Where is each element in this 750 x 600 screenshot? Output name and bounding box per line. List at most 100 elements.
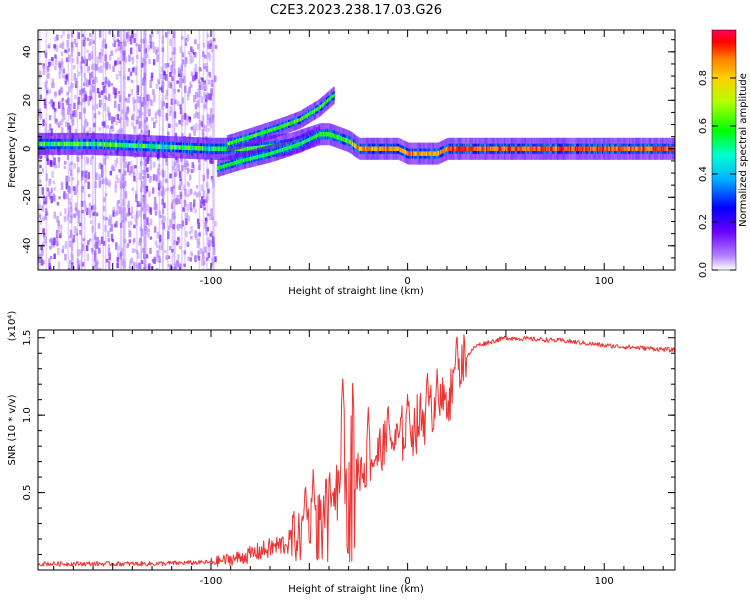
heatmap-noise-cell — [213, 247, 216, 255]
heatmap-noise-cell — [175, 225, 179, 229]
heatmap-lower-branch-core — [310, 136, 313, 141]
heatmap-main-line-core — [525, 146, 528, 151]
heatmap-noise-cell — [48, 258, 51, 264]
heatmap-lower-branch-core — [241, 158, 244, 163]
heatmap-upper-branch-core — [273, 127, 276, 131]
heatmap-main-line-core — [378, 146, 381, 151]
heatmap-main-line-core — [347, 138, 350, 144]
heatmap-main-line-core — [98, 141, 101, 147]
heatmap-lower-branch-core — [277, 149, 280, 154]
heatmap-noise-cell — [96, 237, 99, 243]
heatmap-noise-cell — [129, 212, 133, 216]
heatmap-main-line-core — [639, 146, 642, 151]
heatmap-main-line-core — [495, 146, 498, 151]
heatmap-main-line-core — [654, 146, 657, 151]
heatmap-noise-cell — [63, 216, 67, 223]
heatmap-main-line-core — [165, 144, 168, 150]
heatmap-noise-cell — [73, 225, 77, 233]
heatmap-lower-branch-core — [290, 145, 292, 149]
heatmap-noise-cell — [41, 168, 45, 173]
heatmap-main-line-core — [499, 146, 502, 151]
heatmap-noise-cell — [61, 102, 65, 109]
heatmap-noise-cell — [149, 247, 152, 254]
heatmap-noise-cell — [128, 221, 131, 229]
heatmap-main-line-core — [252, 146, 255, 151]
heatmap-noise-cell — [134, 66, 137, 73]
heatmap-main-line-core — [147, 143, 150, 149]
heatmap-noise-cell — [129, 47, 133, 55]
heatmap-noise-cell — [120, 247, 124, 254]
heatmap-noise-cell — [67, 268, 71, 270]
heatmap-noise-cell — [132, 238, 136, 242]
heatmap-noise-cell — [181, 114, 184, 123]
heatmap-main-line-core — [459, 146, 462, 151]
heatmap-noise-cell — [188, 86, 191, 94]
heatmap-noise-cell — [207, 93, 211, 100]
heatmap-noise-cell — [153, 46, 156, 51]
heatmap-main-line-core — [166, 144, 169, 150]
heatmap-main-line-core — [479, 146, 482, 151]
heatmap-main-line-core — [206, 146, 209, 151]
heatmap-noise-cell — [98, 30, 102, 38]
heatmap-main-line-core — [246, 146, 249, 151]
heatmap-main-line-core — [336, 134, 339, 140]
heatmap-main-line-core — [388, 146, 391, 151]
heatmap-lower-branch-core — [259, 154, 262, 159]
heatmap-noise-cell — [89, 206, 93, 212]
heatmap-main-line-core — [564, 146, 567, 151]
heatmap-noise-cell — [165, 89, 169, 96]
heatmap-main-line-core — [128, 143, 131, 148]
heatmap-lower-branch-core — [303, 140, 305, 144]
heatmap-noise-cell — [163, 215, 166, 222]
heatmap-main-line-core — [658, 146, 661, 151]
heatmap-main-line-core — [89, 141, 92, 147]
heatmap-main-line-core — [413, 151, 416, 156]
heatmap-noise-cell — [205, 66, 209, 72]
heatmap-upper-branch-core — [325, 99, 328, 104]
heatmap-noise-cell — [145, 185, 149, 192]
heatmap-main-line-core — [422, 151, 425, 156]
heatmap-noise-cell — [42, 232, 46, 238]
heatmap-noise-cell — [131, 113, 135, 120]
heatmap-noise-cell — [47, 72, 50, 79]
heatmap-noise-cell — [63, 165, 67, 169]
heatmap-noise-cell — [161, 106, 164, 110]
heatmap-upper-branch-core — [328, 97, 331, 102]
heatmap-noise-cell — [164, 63, 167, 69]
heatmap-main-line-core — [211, 146, 214, 151]
colorbar-tick-label: 0.2 — [698, 214, 709, 230]
heatmap-main-line-core — [617, 146, 620, 151]
heatmap-main-line-core — [550, 146, 552, 151]
heatmap-noise-cell — [181, 97, 184, 104]
heatmap-main-line-core — [323, 132, 326, 137]
heatmap-noise-cell — [149, 165, 152, 171]
heatmap-main-line-core — [403, 149, 406, 154]
heatmap-noise-cell — [59, 230, 62, 236]
heatmap-noise-cell — [74, 202, 78, 208]
heatmap-noise-cell — [124, 97, 127, 102]
heatmap-main-line-core — [565, 146, 568, 151]
heatmap-lower-branch-core — [262, 153, 265, 158]
heatmap-noise-cell — [86, 49, 89, 53]
heatmap-noise-cell — [153, 203, 157, 210]
heatmap-main-line-core — [562, 146, 565, 151]
heatmap-main-line-core — [447, 146, 450, 151]
heatmap-noise-cell — [115, 115, 118, 119]
heatmap-upper-branch-core — [311, 110, 314, 114]
heatmap-noise-cell — [69, 206, 73, 213]
heatmap-noise-cell — [214, 75, 217, 83]
heatmap-main-line-core — [476, 146, 479, 151]
heatmap-noise-cell — [169, 264, 172, 270]
heatmap-noise-cell — [198, 232, 201, 237]
heatmap-noise-cell — [177, 223, 180, 231]
heatmap-main-line-core — [528, 146, 531, 151]
heatmap-main-line-core — [461, 146, 464, 151]
heatmap-noise-cell — [131, 215, 134, 219]
heatmap-noise-cell — [152, 41, 155, 48]
heatmap-noise-cell — [138, 240, 141, 246]
heatmap-noise-cell — [191, 49, 195, 54]
heatmap-main-line-core — [85, 141, 88, 147]
heatmap-lower-branch-core — [253, 155, 256, 160]
heatmap-noise-cell — [208, 245, 211, 252]
